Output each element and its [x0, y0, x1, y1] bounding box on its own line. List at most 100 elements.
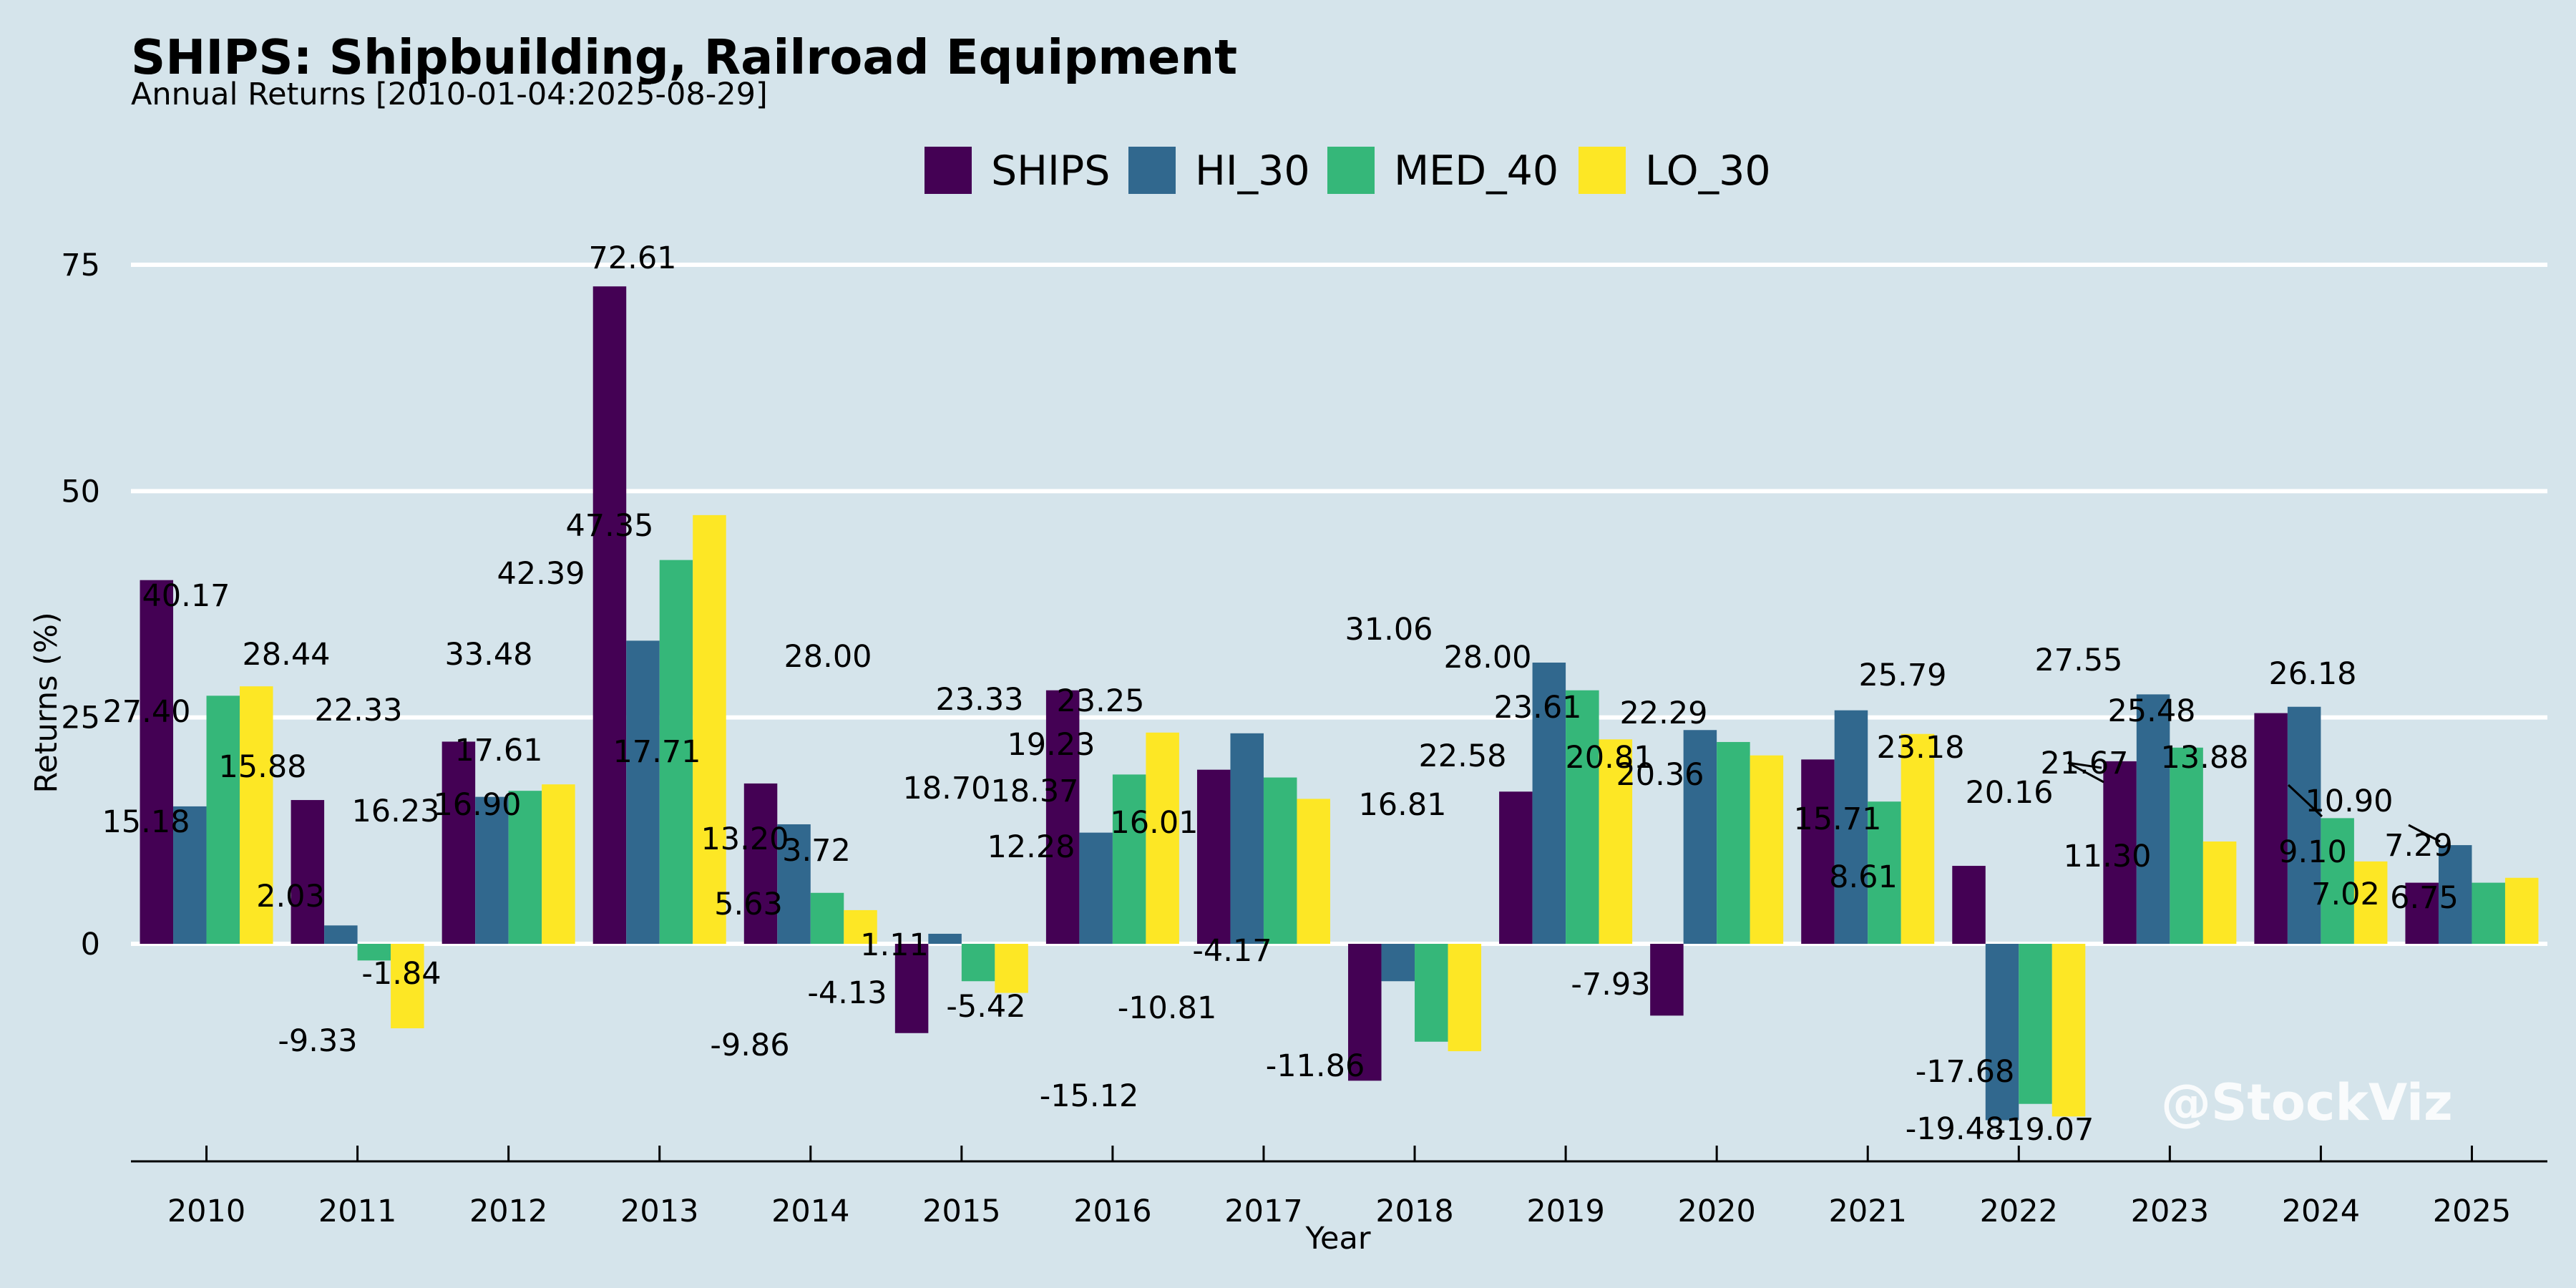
x-tick-label: 2015 — [922, 1194, 1000, 1229]
bar-med-40-2016 — [1112, 774, 1146, 944]
x-tick-label: 2021 — [1829, 1194, 1907, 1229]
bar-med-40-2017 — [1263, 777, 1297, 944]
data-label: 2.03 — [256, 879, 325, 914]
bar-lo-30-2024 — [2353, 861, 2388, 944]
y-tick-label: 50 — [61, 474, 100, 509]
data-label: 13.20 — [701, 821, 789, 857]
bar-med-40-2018 — [1415, 944, 1448, 1042]
data-label: 40.17 — [142, 578, 230, 614]
data-label: 17.61 — [454, 733, 542, 769]
data-label: 23.18 — [1876, 730, 1964, 766]
data-label: 27.55 — [2034, 643, 2122, 678]
data-label: -5.42 — [946, 989, 1025, 1025]
x-tick-label: 2016 — [1073, 1194, 1151, 1229]
data-label: 22.33 — [314, 693, 402, 728]
data-label: 16.90 — [433, 787, 521, 823]
data-label: -11.86 — [1266, 1048, 1365, 1084]
bar-med-40-2024 — [2321, 818, 2354, 944]
bar-ships-2011 — [291, 800, 325, 944]
bar-hi-30-2010 — [173, 806, 207, 944]
bar-hi-30-2012 — [475, 796, 509, 944]
x-tick-label: 2022 — [1980, 1194, 2058, 1229]
x-tick-label: 2013 — [620, 1194, 698, 1229]
bar-med-40-2019 — [1566, 690, 1599, 944]
x-tick-label: 2025 — [2433, 1194, 2511, 1229]
data-label: 23.25 — [1056, 683, 1144, 719]
bar-ships-2010 — [140, 580, 174, 944]
data-label: 26.18 — [2268, 656, 2356, 692]
bar-hi-30-2014 — [777, 824, 811, 944]
data-label: 6.75 — [2390, 880, 2459, 916]
data-label: -19.48 — [1906, 1111, 2005, 1147]
bar-ships-2025 — [2405, 882, 2439, 944]
data-label: 15.71 — [1793, 801, 1881, 837]
bar-ships-2022 — [1952, 866, 1986, 944]
bar-hi-30-2015 — [928, 933, 962, 944]
x-tick-label: 2014 — [771, 1194, 849, 1229]
bar-med-40-2015 — [961, 944, 995, 982]
bar-ships-2023 — [2103, 761, 2137, 944]
data-label: 19.23 — [1007, 727, 1095, 763]
data-label: 23.33 — [935, 682, 1023, 718]
bar-med-40-2021 — [1868, 801, 1901, 944]
legend-swatch-ships — [924, 147, 972, 194]
x-tick-label: 2024 — [2282, 1194, 2360, 1229]
bar-ships-2016 — [1045, 690, 1080, 944]
label-leader-line — [2067, 761, 2102, 769]
legend-label: MED_40 — [1394, 147, 1558, 195]
data-label: 47.35 — [565, 508, 653, 544]
bar-med-40-2025 — [2472, 882, 2505, 944]
chart-subtitle: Annual Returns [2010-01-04:2025-08-29] — [131, 77, 768, 112]
legend-label: LO_30 — [1645, 147, 1771, 195]
x-axis-label: Year — [1304, 1221, 1370, 1257]
x-tick-label: 2012 — [469, 1194, 547, 1229]
bar-ships-2024 — [2254, 713, 2288, 944]
bar-hi-30-2017 — [1230, 733, 1264, 944]
data-label: -4.17 — [1192, 933, 1272, 969]
legend-label: SHIPS — [991, 147, 1110, 195]
bar-med-40-2022 — [2019, 944, 2052, 1104]
bar-lo-30-2020 — [1750, 755, 1784, 944]
data-labels: 40.17 15.88 27.40 15.18 28.44 2.03 -9.33-1.84 2… — [102, 240, 2458, 1148]
bar-hi-30-2021 — [1834, 710, 1868, 944]
bar-lo-30-2018 — [1448, 944, 1482, 1052]
data-label: 1.11 — [860, 927, 929, 963]
bar-lo-30-2025 — [2504, 877, 2539, 944]
bar-hi-30-2011 — [324, 925, 358, 944]
bar-hi-30-2023 — [2136, 694, 2170, 944]
data-label: 20.16 — [1965, 775, 2053, 811]
y-tick-label: 25 — [61, 701, 100, 736]
y-axis-label: Returns (%) — [29, 612, 64, 793]
data-label: 42.39 — [497, 556, 585, 592]
data-label: 25.79 — [1858, 658, 1946, 693]
bar-lo-30-2013 — [693, 514, 726, 944]
bar-hi-30-2022 — [1985, 944, 2019, 1121]
data-label: 15.88 — [218, 749, 306, 785]
legend-swatch-hi-30 — [1128, 147, 1176, 194]
label-leader-line — [2408, 824, 2441, 843]
bar-med-40-2010 — [206, 696, 240, 944]
data-label: -17.68 — [1916, 1054, 2015, 1090]
data-label: -19.07 — [1995, 1112, 2094, 1148]
bar-med-40-2013 — [659, 560, 693, 944]
legend: SHIPS HI_30 MED_40 LO_30 — [924, 147, 1771, 195]
bar-ships-2018 — [1348, 944, 1382, 1081]
data-label: 33.48 — [444, 637, 532, 673]
bar-ships-2019 — [1499, 791, 1533, 944]
x-tick-label: 2018 — [1375, 1194, 1453, 1229]
data-label: 11.30 — [2063, 839, 2151, 874]
data-label: 22.58 — [1418, 738, 1506, 774]
data-label: 17.71 — [613, 734, 701, 770]
bar-lo-30-2022 — [2051, 944, 2086, 1117]
y-tick-label: 0 — [81, 927, 100, 962]
bars — [140, 286, 2539, 1121]
bar-ships-2012 — [441, 741, 476, 944]
bar-ships-2020 — [1650, 944, 1684, 1016]
x-tick-label: 2019 — [1526, 1194, 1604, 1229]
bar-hi-30-2019 — [1532, 662, 1566, 944]
legend-swatch-lo-30 — [1579, 147, 1626, 194]
data-label: 15.18 — [102, 804, 190, 840]
data-label: 9.10 — [2278, 834, 2347, 870]
bar-ships-2014 — [743, 783, 778, 944]
